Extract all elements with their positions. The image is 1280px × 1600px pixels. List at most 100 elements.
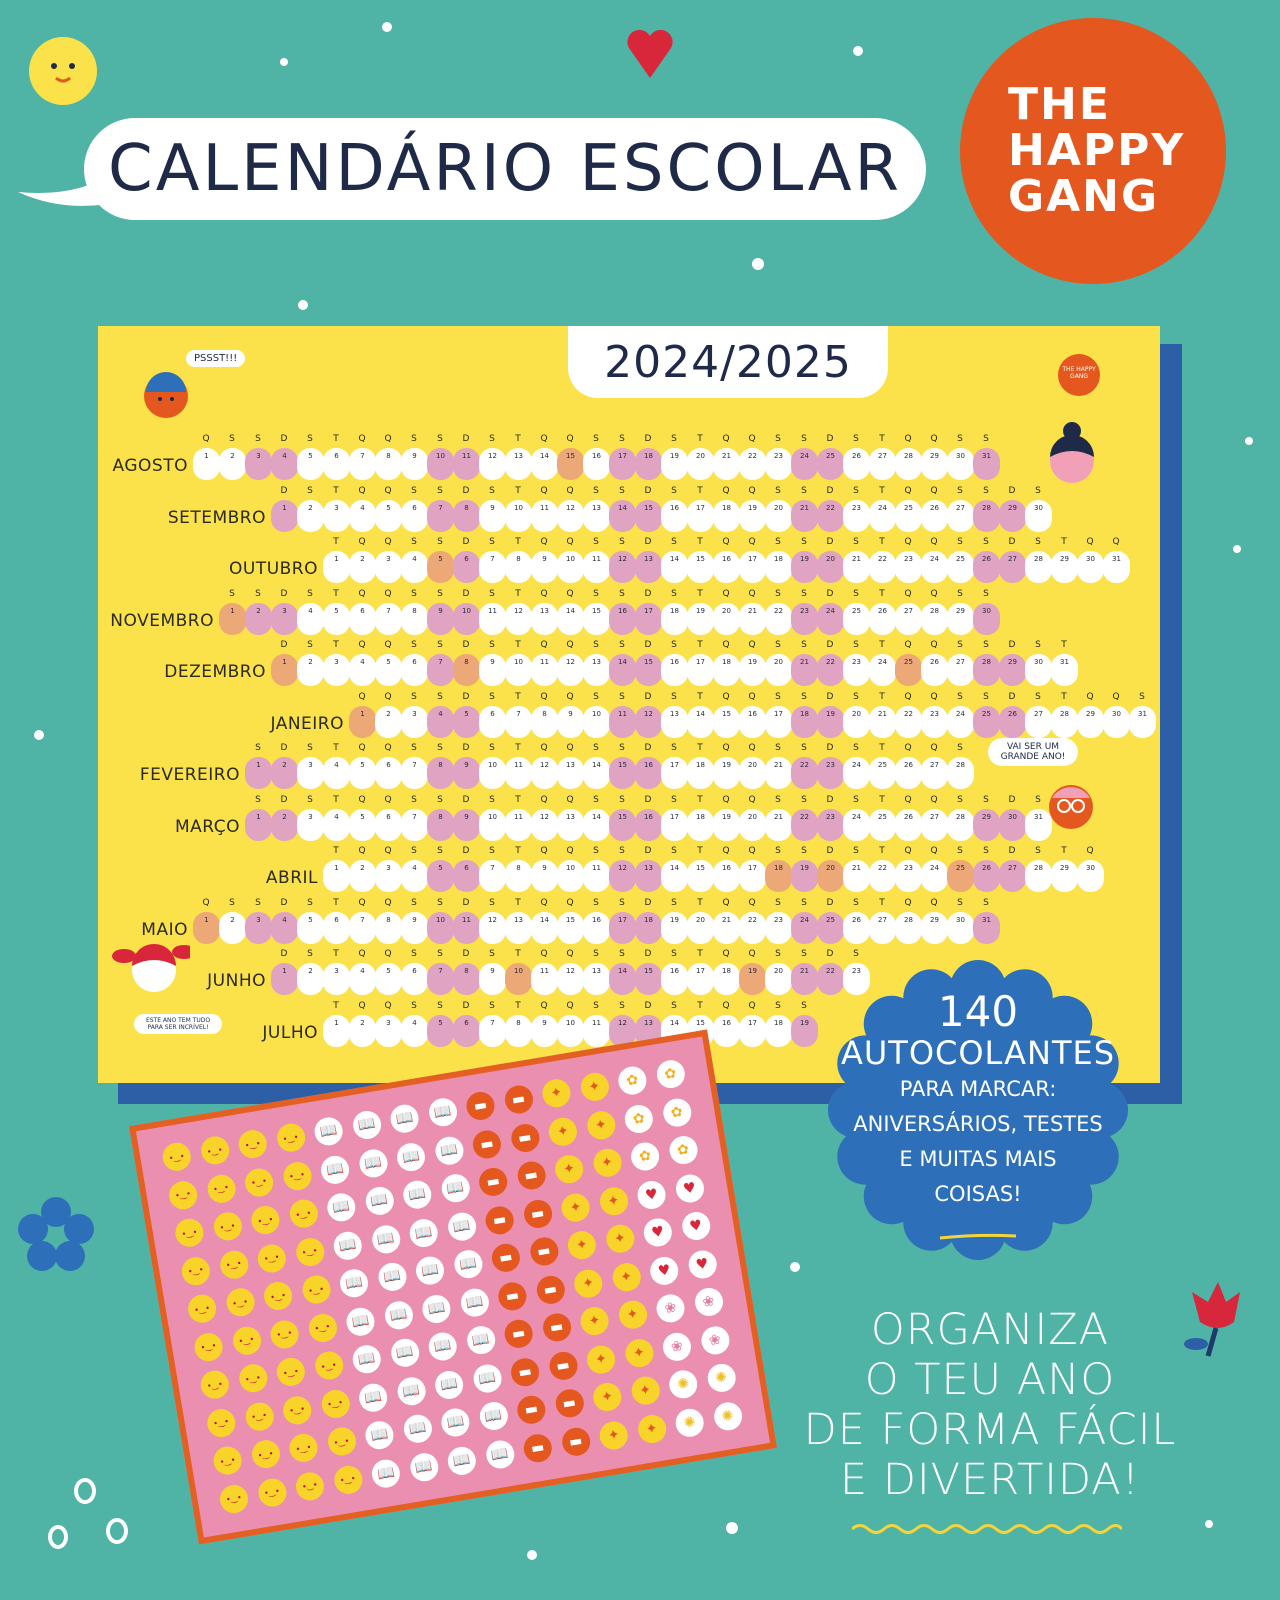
day-cell: 2	[297, 499, 324, 532]
day-cell: 30	[1103, 705, 1130, 738]
face-sticker-icon: •‿•	[255, 1476, 289, 1509]
day-cell: 11	[479, 602, 506, 635]
weekday-letter: S	[411, 640, 417, 650]
weekday-letter: S	[489, 794, 495, 805]
day-number: 1	[204, 452, 209, 460]
day-cell: 13	[505, 911, 532, 944]
day-number: 2	[256, 606, 261, 615]
day-number: 18	[774, 864, 783, 872]
day-cell: 2	[219, 911, 246, 944]
day-number: 20	[852, 709, 861, 718]
day-number: 1	[230, 606, 235, 615]
book-sticker-icon: 📖	[432, 1134, 466, 1167]
day-number: 4	[334, 812, 339, 821]
day-cell: 22	[869, 860, 896, 892]
day-number: 17	[748, 864, 757, 872]
day-number: 18	[722, 967, 731, 975]
book-sticker-icon: 📖	[312, 1115, 345, 1148]
day-cell: 31	[1025, 808, 1052, 841]
party-sticker-icon: ✦	[629, 1374, 662, 1407]
day-number: 4	[360, 967, 365, 975]
day-cell: 2	[297, 963, 324, 995]
weekday-letter: S	[775, 743, 781, 753]
day-number: 15	[644, 658, 653, 666]
day-number: 10	[436, 915, 445, 924]
day-number: 23	[852, 967, 861, 975]
face-sticker-icon: •‿•	[249, 1203, 282, 1237]
day-cell: 29	[921, 448, 948, 480]
weekday-letter: S	[671, 897, 677, 908]
month-label: MARÇO	[174, 816, 240, 837]
day-cell: 3	[297, 808, 324, 841]
weekday-letter: T	[879, 691, 885, 702]
weekday-letter: T	[697, 588, 703, 599]
day-number: 29	[930, 915, 939, 924]
day-cell: 23	[843, 654, 870, 686]
day-cell: 24	[921, 860, 948, 892]
day-cell: 18	[713, 654, 740, 686]
day-cell: 20	[765, 499, 792, 532]
day-number: 28	[1060, 709, 1069, 718]
weekday-letter: S	[307, 434, 313, 444]
day-cell: 8	[505, 1014, 532, 1047]
weekday-letter: Q	[1086, 537, 1094, 547]
weekday-letter: Q	[566, 846, 574, 856]
weekday-letter: D	[826, 537, 834, 547]
day-cell: 6	[401, 499, 428, 532]
day-number: 25	[956, 555, 965, 563]
day-number: 2	[360, 864, 365, 872]
day-number: 29	[1060, 555, 1069, 563]
weekday-letter: S	[307, 588, 313, 599]
day-number: 11	[514, 761, 523, 769]
weekday-letter: S	[983, 640, 989, 650]
day-number: 18	[800, 709, 809, 718]
weekday-letter: Q	[358, 1000, 366, 1011]
weekend-cell: 17	[609, 448, 636, 480]
weekday-letter: S	[255, 743, 261, 753]
weekday-letter: D	[462, 846, 470, 856]
day-number: 22	[748, 915, 757, 924]
weekday-letter: Q	[748, 949, 756, 959]
weekday-letter: D	[462, 743, 470, 753]
day-number: 16	[592, 915, 601, 924]
weekend-cell: 22	[791, 757, 818, 789]
weekday-letter: S	[957, 897, 963, 908]
day-number: 24	[956, 709, 965, 718]
month-label: FEVEREIRO	[139, 765, 240, 785]
day-cell: 30	[947, 911, 974, 944]
day-cell: 19	[687, 602, 714, 635]
day-number: 11	[540, 658, 549, 666]
day-number: 30	[956, 452, 965, 460]
day-cell: 3	[323, 654, 350, 686]
holiday-cell: 5	[427, 551, 454, 583]
day-number: 31	[1060, 658, 1069, 666]
weekday-letter: S	[411, 794, 417, 805]
day-cell: 23	[921, 705, 948, 738]
face-sticker-icon: •‿•	[249, 1438, 282, 1471]
weekend-cell: 15	[609, 808, 636, 841]
day-cell: 16	[713, 551, 740, 583]
weekend-cell: 13	[635, 860, 662, 892]
face-sticker-icon: •‿•	[268, 1317, 301, 1351]
weekday-letter: T	[879, 794, 885, 805]
day-cell: 11	[531, 499, 558, 532]
day-number: 3	[334, 503, 339, 512]
weekday-letter: S	[229, 897, 235, 908]
day-number: 8	[542, 709, 547, 718]
day-number: 19	[826, 709, 835, 718]
day-cell: 14	[661, 860, 688, 892]
day-cell: 9	[479, 963, 506, 995]
day-number: 25	[826, 915, 835, 924]
weekday-letter: T	[697, 897, 703, 908]
day-number: 18	[722, 503, 731, 512]
weekend-cell: 26	[999, 705, 1026, 738]
tulip-sticker-icon: ❀	[698, 1323, 731, 1357]
weekday-letter: T	[697, 949, 703, 959]
weekday-letter: Q	[748, 897, 756, 908]
day-cell: 4	[323, 757, 350, 789]
weekday-letter: T	[515, 743, 521, 753]
day-number: 10	[514, 658, 523, 666]
weekday-letter: S	[437, 485, 443, 496]
weekday-letter: Q	[384, 794, 392, 805]
day-number: 21	[852, 864, 861, 872]
